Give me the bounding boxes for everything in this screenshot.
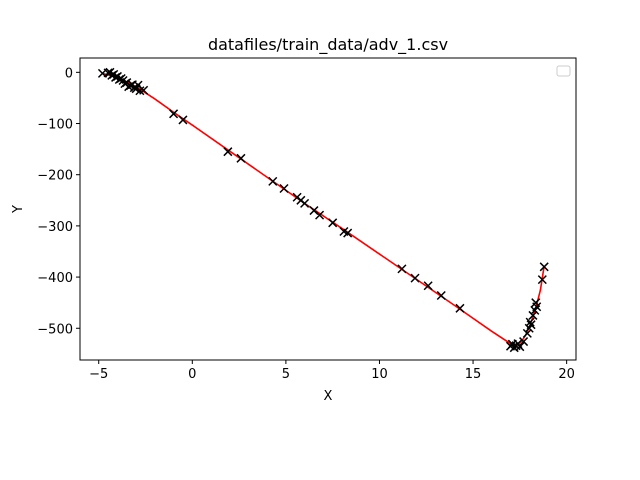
y-tick-label: 0 — [65, 66, 73, 81]
data-point-marker — [223, 147, 233, 157]
x-tick-label: 0 — [188, 367, 196, 382]
x-tick-label: 5 — [282, 367, 290, 382]
plot-area: −5 0 5 10 15 20 0 −100 −200 −300 −400 −500 — [37, 57, 577, 382]
data-point-marker — [169, 109, 179, 119]
y-ticks: 0 −100 −200 −300 −400 −500 — [37, 66, 80, 337]
data-point-marker — [315, 210, 325, 220]
y-tick-label: −300 — [37, 220, 73, 235]
y-tick-label: −500 — [37, 322, 73, 337]
y-tick-label: −400 — [37, 271, 73, 286]
chart-title: datafiles/train_data/adv_1.csv — [208, 35, 448, 55]
x-tick-label: 15 — [465, 367, 482, 382]
data-point-marker — [236, 153, 246, 163]
data-point-marker — [178, 115, 188, 125]
data-point-marker — [410, 273, 420, 283]
legend-box — [556, 65, 571, 77]
data-point-marker — [397, 264, 407, 274]
data-point-marker — [436, 290, 446, 301]
data-point-marker — [522, 328, 532, 338]
data-point-marker — [515, 342, 525, 352]
x-tick-label: −5 — [89, 367, 108, 382]
data-point-marker — [279, 183, 289, 194]
data-point-marker — [135, 86, 145, 96]
data-point-marker — [268, 176, 278, 186]
data-point-marker — [455, 303, 465, 313]
plot-frame — [79, 57, 577, 361]
data-point-marker — [300, 198, 310, 208]
data-point-marker — [423, 281, 433, 291]
data-point-marker — [139, 85, 149, 95]
data-point-marker — [537, 275, 547, 285]
data-point-marker — [532, 302, 542, 312]
x-axis-label: X — [324, 389, 333, 404]
data-point-marker — [539, 262, 549, 272]
data-point-marker — [525, 317, 535, 327]
data-point-marker — [328, 218, 338, 228]
y-tick-label: −100 — [37, 118, 73, 133]
data-point-marker — [343, 228, 353, 238]
data-point-marker — [528, 310, 538, 320]
x-tick-label: 20 — [558, 367, 575, 382]
y-tick-label: −200 — [37, 169, 73, 184]
data-point-marker — [526, 320, 536, 330]
y-axis-label: Y — [11, 205, 26, 214]
x-ticks: −5 0 5 10 15 20 — [89, 360, 575, 382]
data-point-marker — [519, 337, 529, 347]
marker-group — [97, 67, 549, 353]
x-tick-label: 10 — [371, 367, 388, 382]
